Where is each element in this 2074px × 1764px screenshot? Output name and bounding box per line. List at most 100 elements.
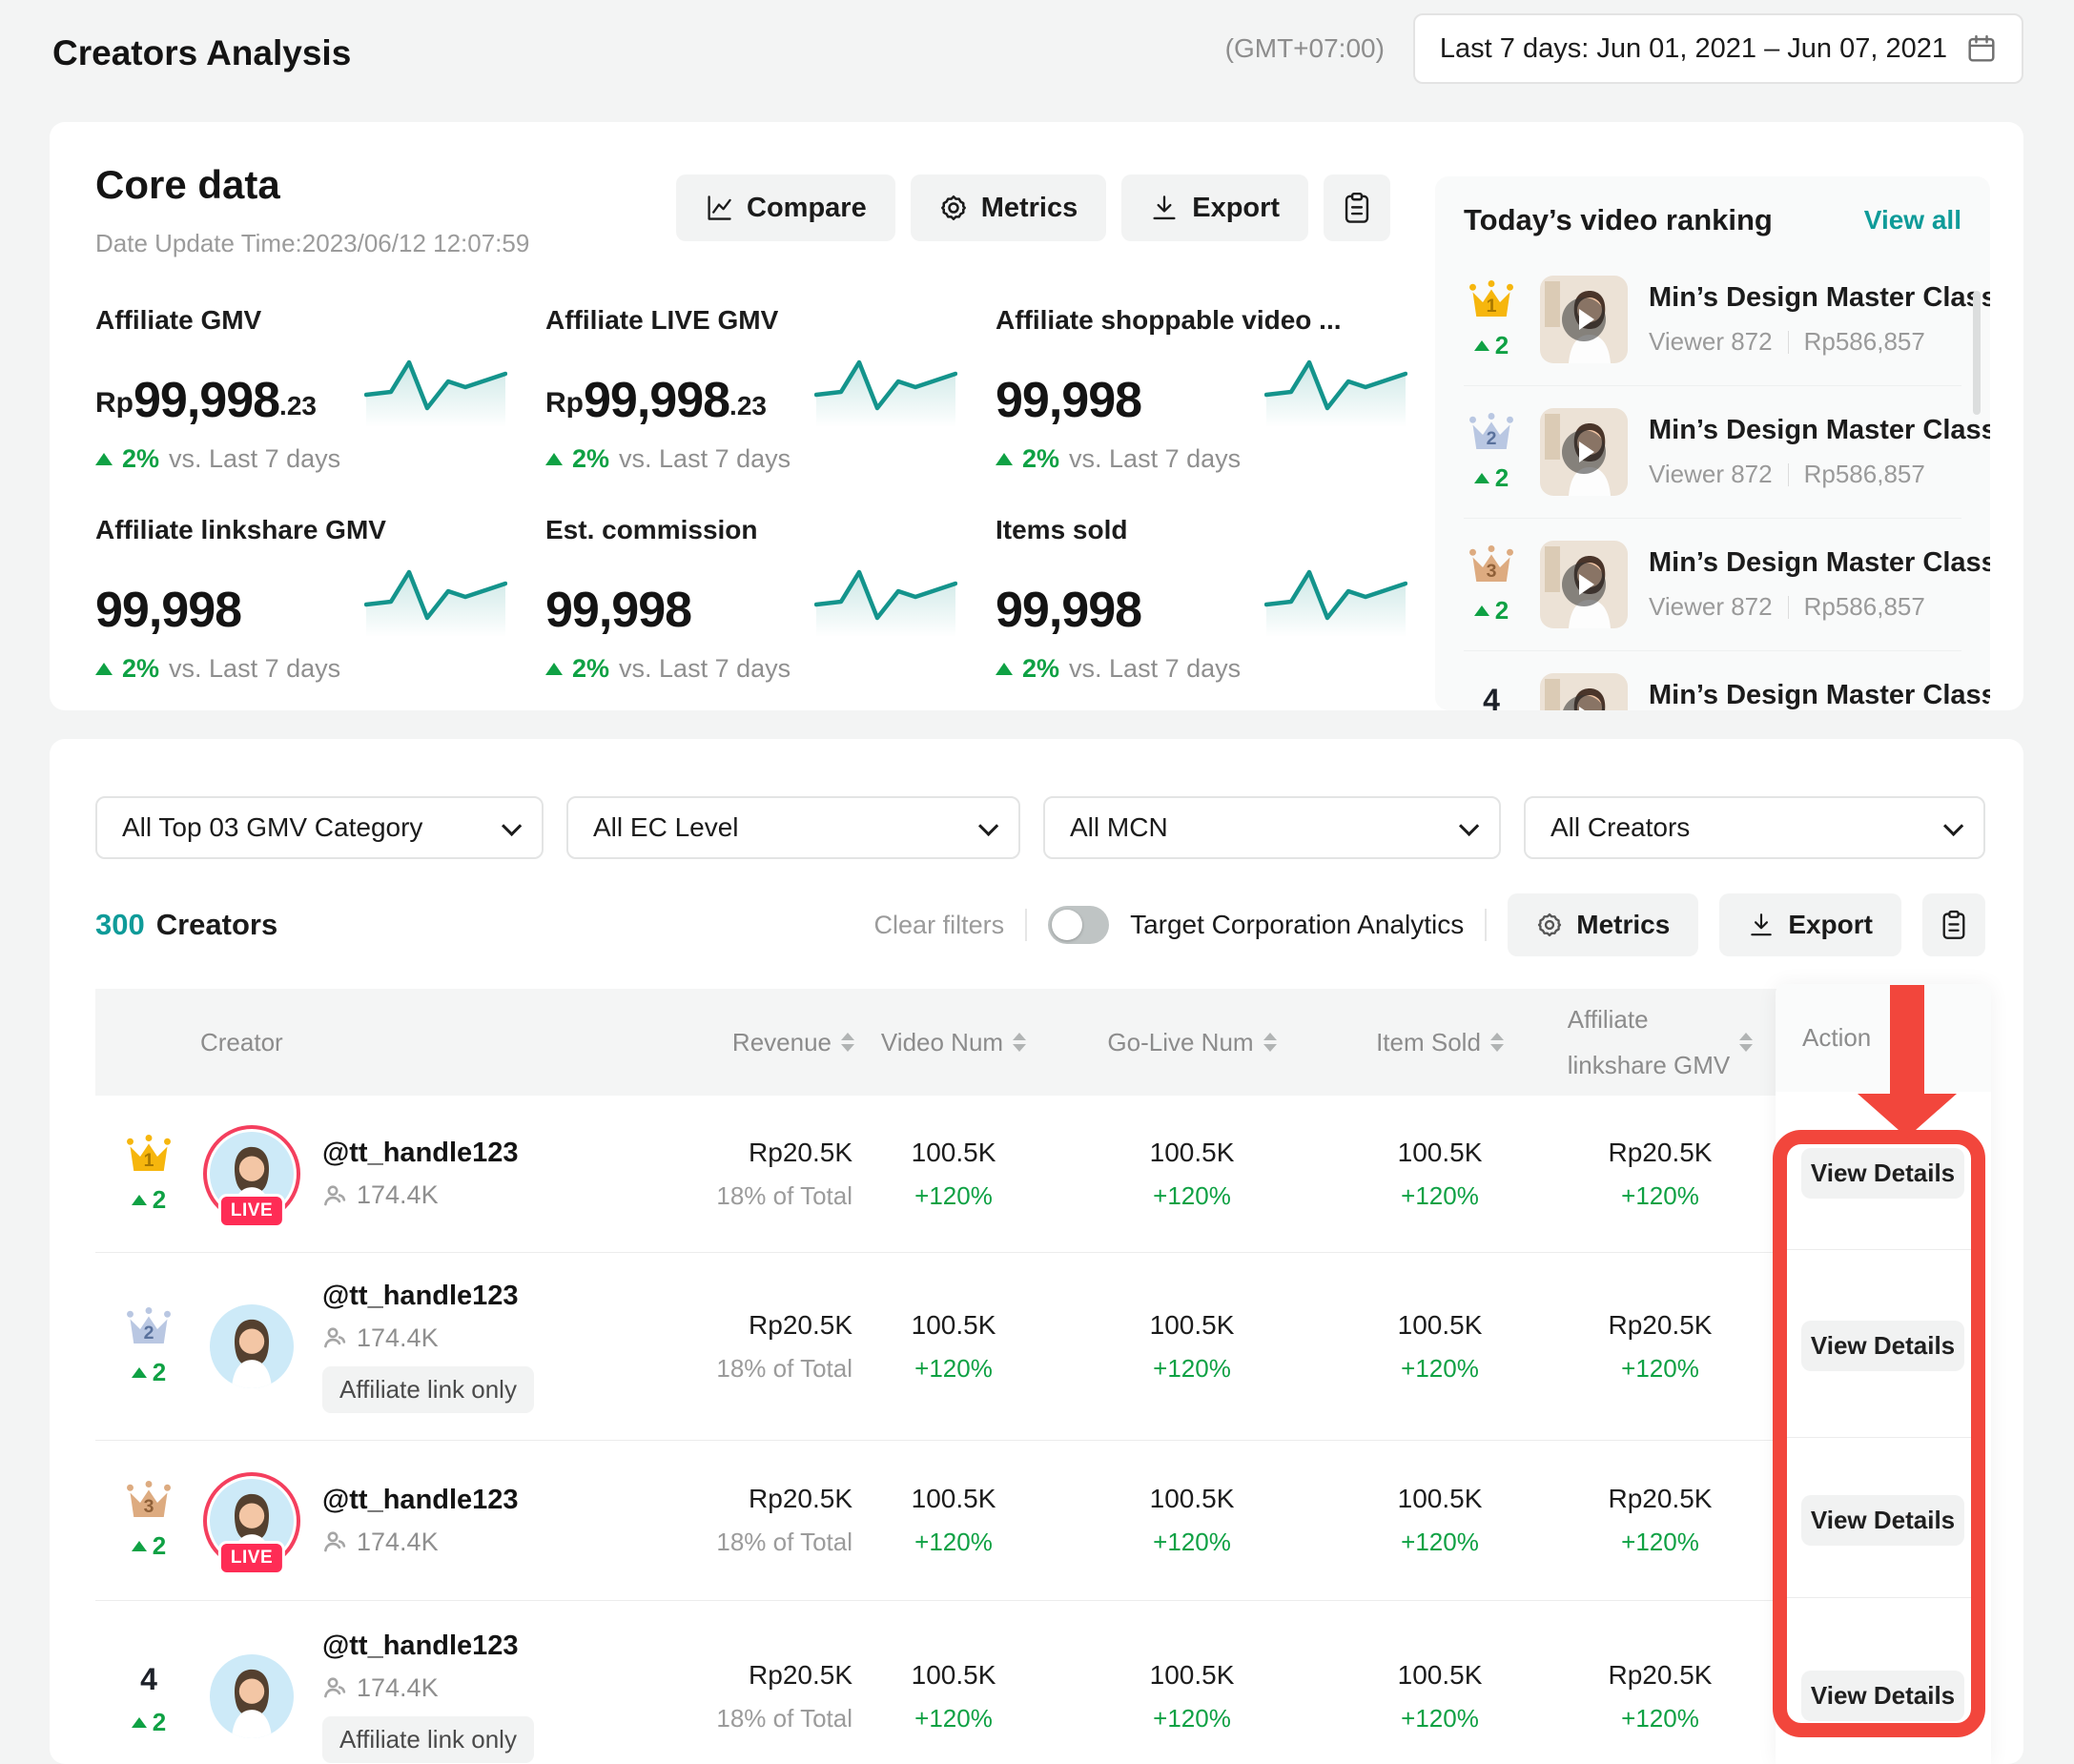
creator-handle[interactable]: @tt_handle123 xyxy=(322,1485,519,1516)
table-header-row: Creator Revenue Video Num Go-Live Num It… xyxy=(95,989,1978,1096)
compare-button[interactable]: Compare xyxy=(676,174,895,241)
clear-filters-link[interactable]: Clear filters xyxy=(874,911,1005,940)
download-icon xyxy=(1150,194,1179,222)
sort-icon[interactable] xyxy=(1263,1033,1277,1052)
creator-handle[interactable]: @tt_handle123 xyxy=(322,1281,534,1312)
golive-num-value: 100.5K xyxy=(1150,1660,1235,1691)
up-trend-icon xyxy=(545,453,563,465)
silver-crown-rank-icon: 2 xyxy=(123,1306,175,1352)
creators-analysis-page: { "colors":{"accent":"#0f9b99","green":"… xyxy=(0,0,2074,1764)
view-details-button[interactable]: View Details xyxy=(1801,1671,1964,1721)
metric-label: Affiliate linkshare GMV xyxy=(95,515,505,545)
divider xyxy=(1788,331,1789,354)
up-trend-icon xyxy=(545,663,563,675)
table-export-button[interactable]: Export xyxy=(1719,893,1901,956)
view-details-button[interactable]: View Details xyxy=(1801,1148,1964,1199)
compare-chart-icon xyxy=(705,194,733,222)
creator-handle[interactable]: @tt_handle123 xyxy=(322,1631,534,1662)
rank-up-icon xyxy=(132,1717,147,1728)
clipboard-icon xyxy=(1941,910,1967,940)
video-ranking-title: Today’s video ranking xyxy=(1464,203,1773,237)
revenue-share: 18% of Total xyxy=(716,1704,852,1733)
revenue-value: Rp20.5K xyxy=(749,1310,852,1341)
sort-icon[interactable] xyxy=(1739,1033,1753,1052)
rank-up-icon xyxy=(132,1195,147,1205)
golive-num-value: 100.5K xyxy=(1150,1310,1235,1341)
play-icon[interactable] xyxy=(1562,430,1606,474)
page-title: Creators Analysis xyxy=(52,33,351,73)
followers-count: 174.4K xyxy=(357,1323,439,1353)
scrollbar-thumb[interactable] xyxy=(1973,291,1981,415)
table-row: 2 2 @tt_handle123 174.4K Affiliate link … xyxy=(95,1253,1978,1441)
sort-icon[interactable] xyxy=(841,1033,854,1052)
column-header-action: Action xyxy=(1776,984,1991,1092)
chevron-down-icon xyxy=(978,815,998,835)
gmv-category-dropdown[interactable]: All Top 03 GMV Category xyxy=(95,796,544,859)
video-thumbnail[interactable] xyxy=(1540,673,1628,710)
live-badge: LIVE xyxy=(218,1194,285,1228)
metric-tile-shoppable-video: Affiliate shoppable video ... 99,998 2%v… xyxy=(996,305,1427,465)
sort-icon[interactable] xyxy=(1013,1033,1026,1052)
item-sold-value: 100.5K xyxy=(1398,1660,1483,1691)
ec-level-dropdown[interactable]: All EC Level xyxy=(566,796,1020,859)
golive-num-delta: +120% xyxy=(1153,1181,1231,1211)
table-clipboard-button[interactable] xyxy=(1922,893,1985,956)
play-icon[interactable] xyxy=(1562,563,1606,606)
core-clipboard-button[interactable] xyxy=(1324,174,1390,241)
ranking-item[interactable]: 2 2 Min’s Design Master Class Viewer 872… xyxy=(1464,399,1961,505)
divider xyxy=(1783,1249,1983,1250)
viewer-count: Viewer 872 xyxy=(1649,592,1773,622)
chevron-down-icon xyxy=(1459,815,1479,835)
sparkline-chart xyxy=(364,353,507,427)
metric-tile-affiliate-live-gmv: Affiliate LIVE GMV Rp 99,998 .23 2%vs. L… xyxy=(545,305,976,465)
filter-row: All Top 03 GMV Category All EC Level All… xyxy=(95,796,1985,859)
linkshare-gmv-value: Rp20.5K xyxy=(1609,1310,1713,1341)
sort-icon[interactable] xyxy=(1490,1033,1504,1052)
view-details-button[interactable]: View Details xyxy=(1801,1495,1964,1546)
metric-label: Est. commission xyxy=(545,515,955,545)
creator-count: 300 xyxy=(95,908,145,942)
date-range-picker[interactable]: Last 7 days: Jun 01, 2021 – Jun 07, 2021 xyxy=(1413,13,2023,84)
table-metrics-button[interactable]: Metrics xyxy=(1508,893,1698,956)
view-all-link[interactable]: View all xyxy=(1864,205,1961,236)
creator-count-label: Creators xyxy=(156,908,278,942)
followers-icon xyxy=(322,1325,347,1350)
video-num-delta: +120% xyxy=(914,1528,993,1557)
ranking-item[interactable]: 3 2 Min’s Design Master Class Viewer 872… xyxy=(1464,531,1961,638)
linkshare-gmv-value: Rp20.5K xyxy=(1609,1660,1713,1691)
video-revenue: Rp586,857 xyxy=(1804,460,1925,489)
followers-icon xyxy=(322,1183,347,1208)
mcn-dropdown[interactable]: All MCN xyxy=(1043,796,1501,859)
metric-label: Affiliate GMV xyxy=(95,305,505,336)
core-export-button[interactable]: Export xyxy=(1121,174,1308,241)
ranking-item[interactable]: 1 2 Min’s Design Master Class Viewer 872… xyxy=(1464,266,1961,373)
creators-dropdown[interactable]: All Creators xyxy=(1524,796,1985,859)
sparkline-chart xyxy=(364,563,507,637)
creator-handle[interactable]: @tt_handle123 xyxy=(322,1138,519,1169)
target-analytics-toggle[interactable] xyxy=(1048,906,1109,944)
linkshare-gmv-delta: +120% xyxy=(1621,1354,1699,1384)
affiliate-link-only-tag: Affiliate link only xyxy=(322,1716,534,1763)
revenue-share: 18% of Total xyxy=(716,1181,852,1211)
revenue-share: 18% of Total xyxy=(716,1528,852,1557)
video-revenue: Rp586,857 xyxy=(1804,592,1925,622)
video-title: Min’s Design Master Class xyxy=(1649,415,1961,446)
ranking-item[interactable]: 4 2 Min’s Design Master Class Viewer 872… xyxy=(1464,664,1961,710)
up-trend-icon xyxy=(95,453,113,465)
video-thumbnail[interactable] xyxy=(1540,276,1628,363)
core-metrics-button[interactable]: Metrics xyxy=(911,174,1107,241)
download-icon xyxy=(1748,912,1775,938)
golive-num-delta: +120% xyxy=(1153,1354,1231,1384)
play-icon[interactable] xyxy=(1562,297,1606,341)
rank-number: 4 xyxy=(140,1656,157,1702)
metric-value: 99,998 xyxy=(133,376,279,427)
video-thumbnail[interactable] xyxy=(1540,408,1628,496)
video-thumbnail[interactable] xyxy=(1540,541,1628,628)
view-details-button[interactable]: View Details xyxy=(1801,1321,1964,1371)
video-num-value: 100.5K xyxy=(912,1660,996,1691)
column-header-item-sold: Item Sold xyxy=(1335,1028,1545,1057)
item-sold-value: 100.5K xyxy=(1398,1310,1483,1341)
table-row: 3 2 LIVE @tt_handle123 174.4K Rp20.5K18%… xyxy=(95,1441,1978,1601)
linkshare-gmv-value: Rp20.5K xyxy=(1609,1138,1713,1168)
metric-tile-affiliate-gmv: Affiliate GMV Rp 99,998 .23 2%vs. Last 7… xyxy=(95,305,526,465)
